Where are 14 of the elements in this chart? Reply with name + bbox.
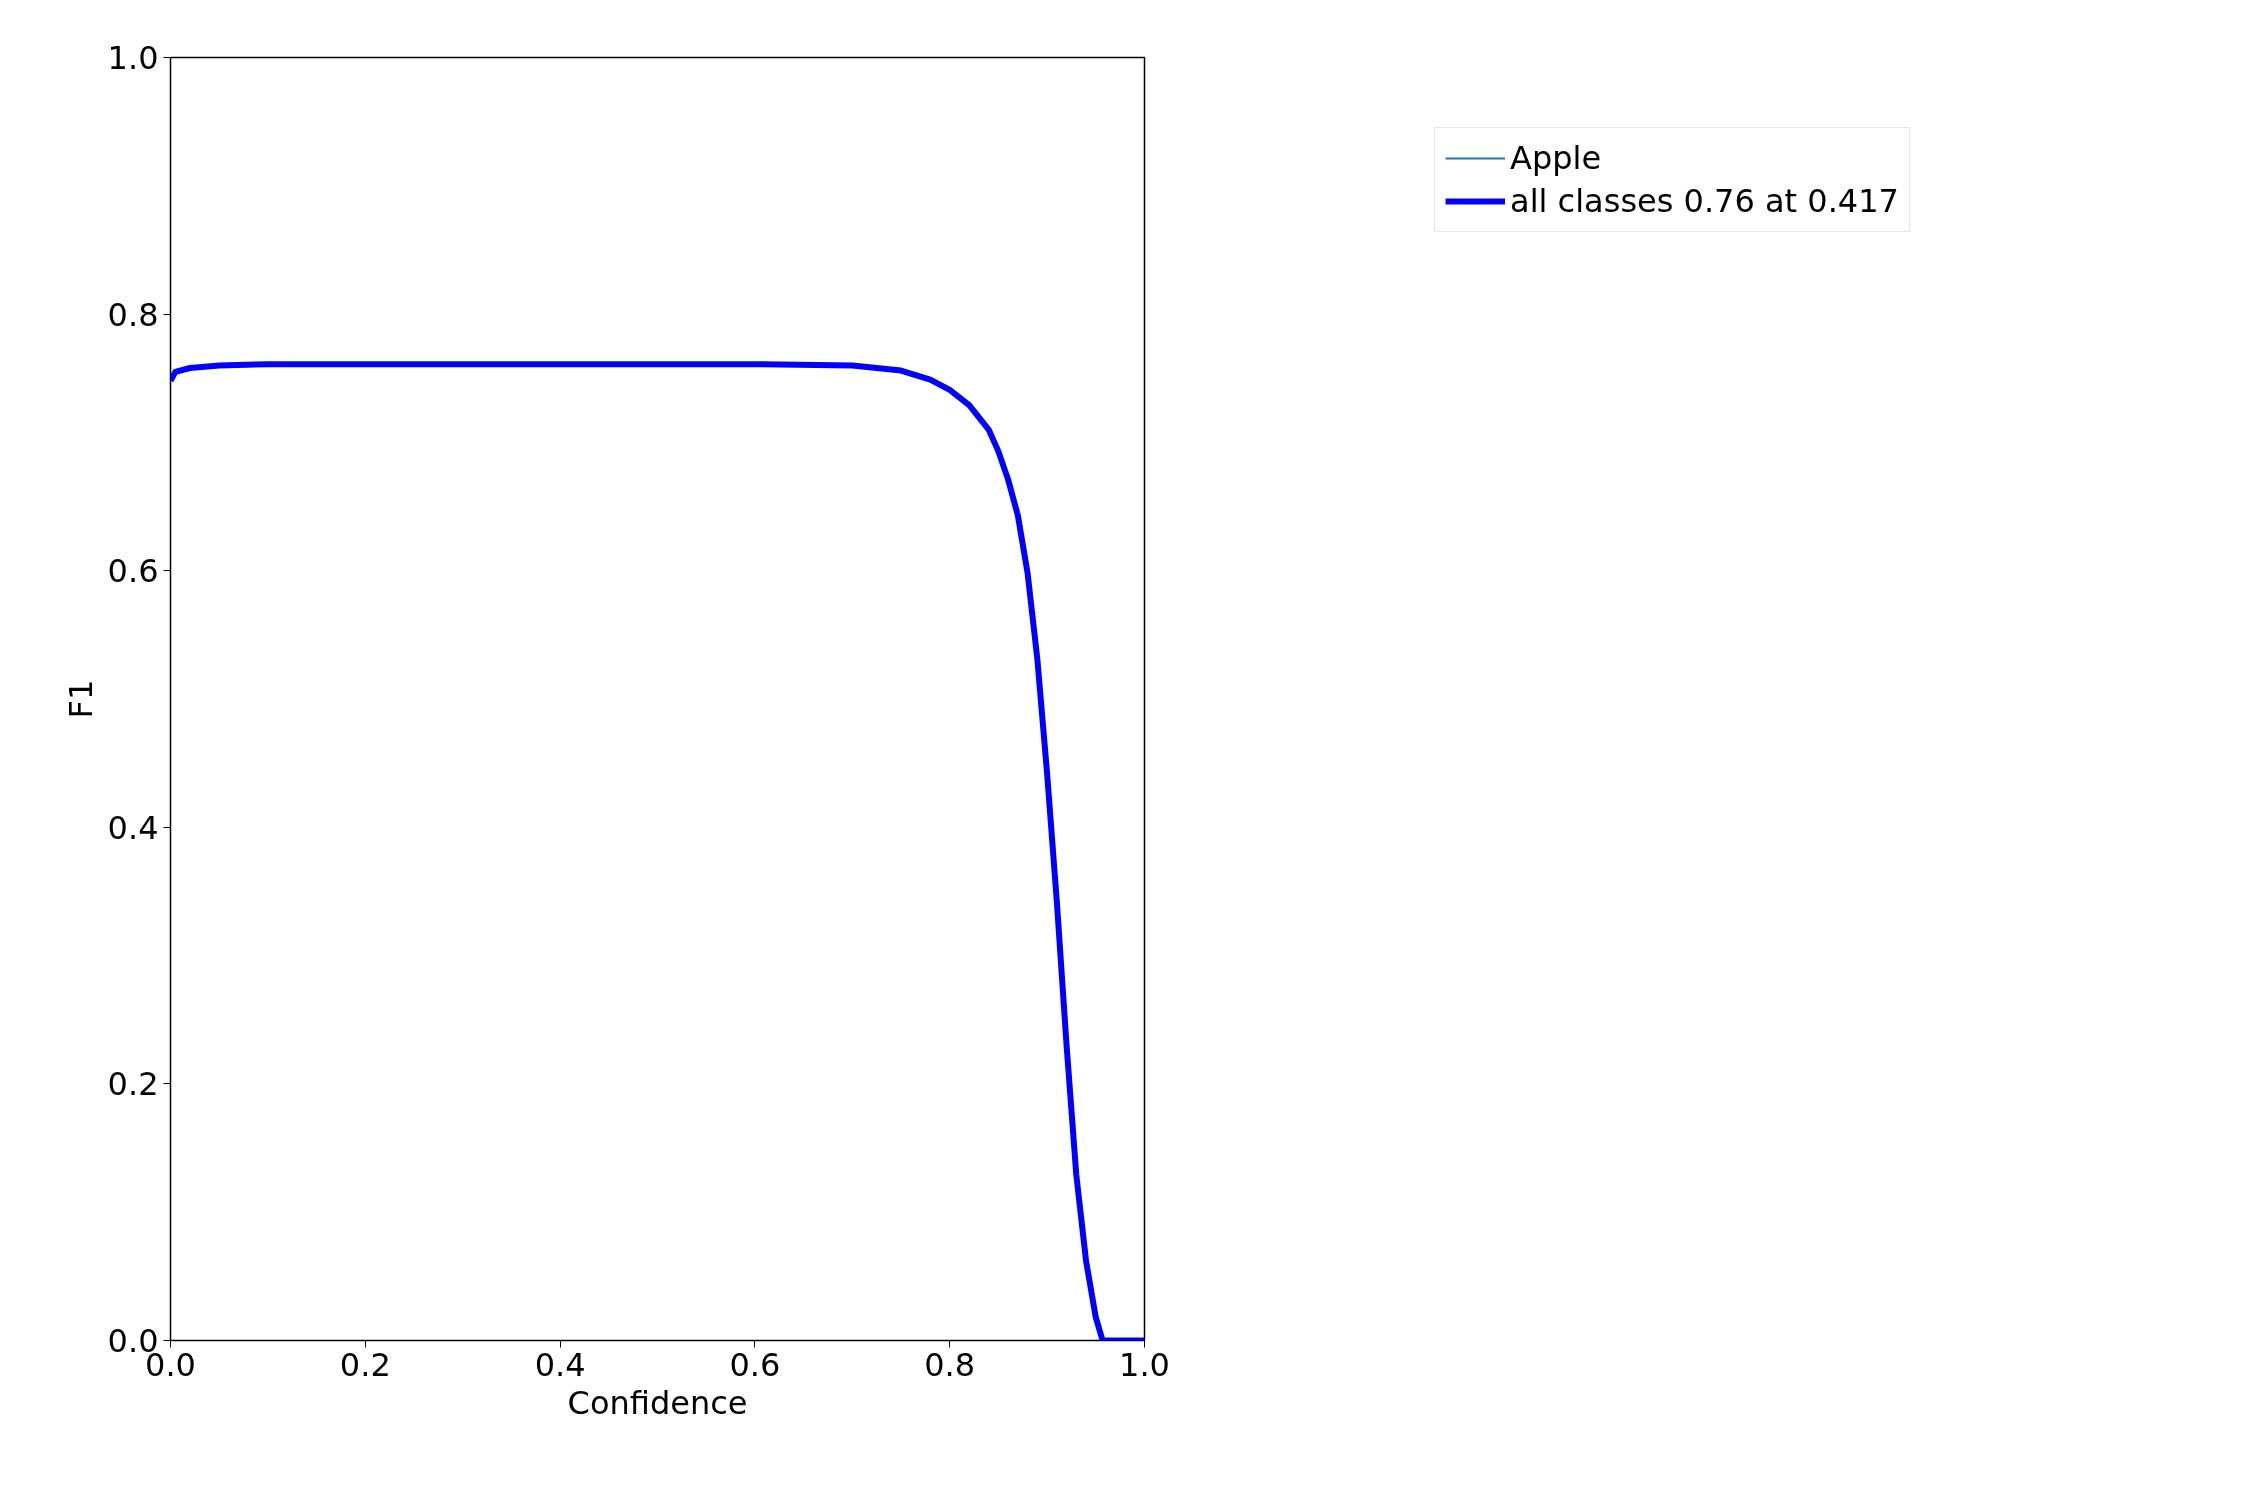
y-tick-label: 0.4 (107, 808, 159, 847)
legend-label: all classes 0.76 at 0.417 (1510, 181, 1899, 221)
x-tick-label: 0.6 (729, 1345, 781, 1384)
x-tick-label: 0.2 (339, 1345, 391, 1384)
y-tick-label: 0.8 (107, 295, 159, 334)
x-tick-label: 1.0 (1119, 1345, 1170, 1384)
y-tick-label: 1.0 (107, 39, 159, 77)
y-tick-label: 0.2 (107, 1065, 159, 1104)
y-tick-label: 0.6 (107, 552, 159, 591)
x-axis-title: Confidence (567, 1383, 748, 1422)
x-tick-label: 0.8 (924, 1345, 976, 1384)
x-tick-label: 0.4 (534, 1345, 586, 1384)
legend-label: Apple (1510, 138, 1602, 178)
y-axis-title: F1 (61, 679, 100, 719)
